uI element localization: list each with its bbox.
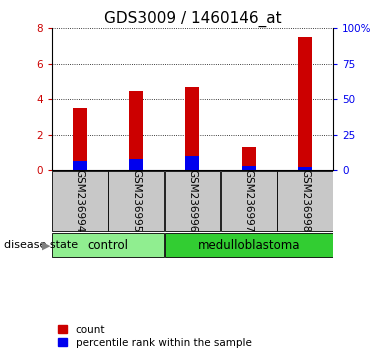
Bar bbox=[242, 147, 256, 170]
Text: GSM236998: GSM236998 bbox=[300, 169, 310, 233]
Text: medulloblastoma: medulloblastoma bbox=[198, 239, 300, 252]
Bar bbox=[221, 171, 277, 231]
Text: control: control bbox=[87, 239, 129, 252]
Bar bbox=[52, 234, 164, 257]
Bar bbox=[165, 234, 333, 257]
Text: GSM236994: GSM236994 bbox=[75, 169, 85, 233]
Bar bbox=[52, 171, 108, 231]
Bar bbox=[185, 156, 200, 170]
Bar bbox=[73, 161, 87, 170]
Bar bbox=[165, 171, 220, 231]
Bar bbox=[129, 159, 143, 170]
Text: disease state: disease state bbox=[4, 240, 78, 250]
Text: GSM236996: GSM236996 bbox=[187, 169, 198, 233]
Bar bbox=[108, 171, 164, 231]
Bar bbox=[277, 171, 333, 231]
Text: ▶: ▶ bbox=[42, 240, 50, 250]
Bar bbox=[73, 108, 87, 170]
Bar bbox=[185, 87, 200, 170]
Text: GSM236995: GSM236995 bbox=[131, 169, 141, 233]
Bar bbox=[242, 166, 256, 170]
Bar bbox=[129, 91, 143, 170]
Bar bbox=[298, 167, 312, 170]
Bar bbox=[298, 37, 312, 170]
Text: GSM236997: GSM236997 bbox=[244, 169, 254, 233]
Legend: count, percentile rank within the sample: count, percentile rank within the sample bbox=[57, 324, 252, 349]
Title: GDS3009 / 1460146_at: GDS3009 / 1460146_at bbox=[104, 11, 281, 27]
